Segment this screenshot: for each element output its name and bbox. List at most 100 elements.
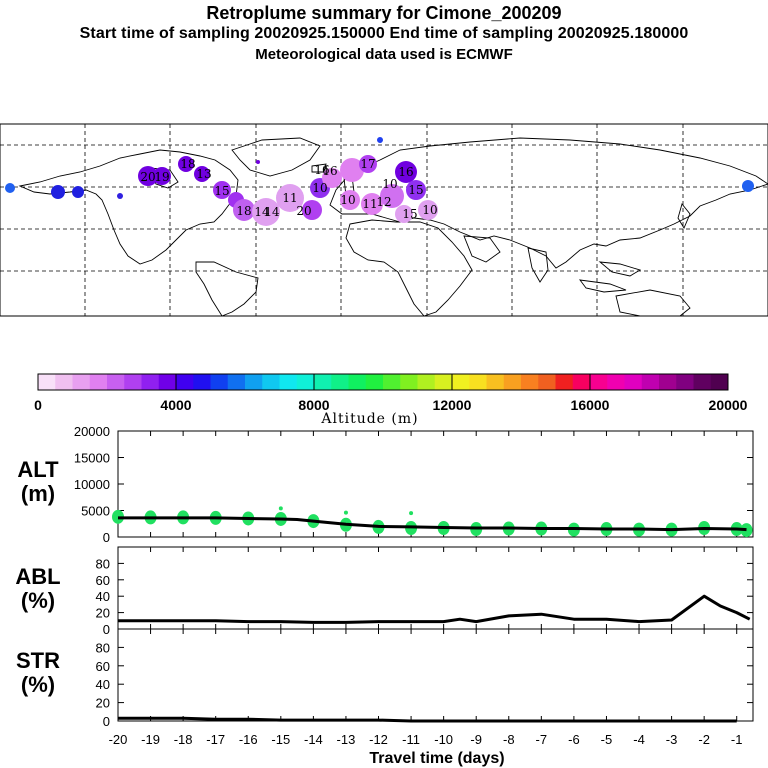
colorbar-swatch (124, 374, 142, 390)
plume-label: 16 (322, 164, 337, 178)
x-tick-label: -6 (568, 732, 580, 747)
plume-label: 12 (376, 195, 391, 209)
colorbar-swatch (262, 374, 280, 390)
x-axis-label: Travel time (days) (369, 750, 504, 767)
plume-label: 16 (398, 165, 413, 179)
colorbar-swatch (538, 374, 556, 390)
abl-label: ABL (15, 564, 60, 589)
str-panel: 80 60 40 20 0 (96, 628, 754, 729)
colorbar-swatch (158, 374, 177, 390)
colorbar-swatch (193, 374, 211, 390)
plume-label: 18 (236, 204, 251, 218)
x-tick-label: -1 (731, 732, 743, 747)
plume-label: 20 (140, 170, 155, 184)
colorbar-swatch (676, 374, 694, 390)
colorbar-swatch (89, 374, 108, 390)
colorbar-swatch (314, 374, 332, 390)
x-tick-label: -16 (239, 732, 258, 747)
colorbar-swatch (107, 374, 125, 390)
colorbar-swatch (176, 374, 194, 390)
colorbar-swatch (141, 374, 160, 390)
colorbar-swatch (607, 374, 625, 390)
x-tick-label: -13 (337, 732, 356, 747)
colorbar-label: Altitude (m) (320, 411, 418, 427)
colorbar-swatch (521, 374, 539, 390)
plume-label: 10 (422, 203, 437, 217)
plume-label: 18 (180, 157, 195, 171)
panel-labels: ALT (m) ABL (%) STR (%) (15, 457, 60, 697)
plume-label: 14 (264, 205, 280, 219)
plume-label: 10 (382, 177, 397, 191)
x-tick-label: -19 (141, 732, 160, 747)
y-tick-label: 40 (96, 589, 110, 604)
colorbar-swatch (348, 374, 367, 390)
colorbar-swatch (417, 374, 436, 390)
abl-unit: (%) (21, 588, 55, 613)
alt-panel: 20000 15000 10000 5000 0 (74, 424, 754, 545)
x-tick-label: -12 (369, 732, 388, 747)
x-tick-label: -2 (698, 732, 710, 747)
y-tick-label: 80 (96, 640, 110, 655)
colorbar-tick-label: 4000 (160, 397, 191, 413)
colorbar-swatch (555, 374, 574, 390)
x-tick-label: -14 (304, 732, 323, 747)
plume-label: 10 (340, 193, 355, 207)
colorbar-swatch (210, 374, 229, 390)
colorbar-swatch (279, 374, 298, 390)
colorbar-swatch (590, 374, 608, 390)
colorbar-swatch (72, 374, 91, 390)
colorbar-swatch (693, 374, 712, 390)
x-tick-label: -9 (470, 732, 482, 747)
colorbar-swatch (469, 374, 487, 390)
y-tick-label: 0 (103, 622, 110, 637)
colorbar-swatch (503, 374, 522, 390)
y-tick-label: 20000 (74, 424, 110, 439)
x-tick-label: -20 (109, 732, 128, 747)
colorbar-tick-label: 20000 (709, 397, 748, 413)
colorbar-swatch (452, 374, 470, 390)
plume-label: 11 (362, 197, 377, 211)
colorbar-swatch (245, 374, 263, 390)
y-tick-label: 60 (96, 659, 110, 674)
x-tick-label: -8 (503, 732, 515, 747)
x-tick-label: -4 (633, 732, 645, 747)
altitude-colorbar: 0 4000 8000 12000 16000 20000 Altitude (m) (34, 373, 748, 427)
colorbar-swatch (296, 374, 315, 390)
map-gridlines (0, 124, 768, 316)
alt-scatter-point (278, 506, 283, 511)
series-line (118, 516, 747, 532)
y-tick-label: 0 (103, 530, 110, 545)
series-line (118, 594, 751, 624)
chart-title: Retroplume summary for Cimone_200209 (206, 3, 562, 23)
y-tick-label: 80 (96, 556, 110, 571)
y-tick-label: 20 (96, 696, 110, 711)
y-tick-label: 60 (96, 573, 110, 588)
alt-unit: (m) (21, 481, 55, 506)
plume-label: 19 (154, 170, 169, 184)
sampling-times: Start time of sampling 20020925.150000 E… (79, 25, 689, 42)
x-tick-label: -18 (174, 732, 193, 747)
str-unit: (%) (21, 672, 55, 697)
colorbar-swatch (38, 374, 56, 390)
plume-clusters (5, 137, 754, 226)
colorbar-swatch (659, 374, 677, 390)
plume-label: 15 (214, 184, 229, 198)
plume-label: 11 (282, 191, 297, 205)
colorbar-swatch (624, 374, 643, 390)
x-tick-label: -5 (601, 732, 613, 747)
colorbar-swatch (227, 374, 246, 390)
panel-frame (117, 628, 754, 722)
colorbar-swatch (486, 374, 505, 390)
x-tick-label: -11 (402, 732, 420, 747)
y-tick-label: 20 (96, 606, 110, 621)
colorbar-swatch (434, 374, 453, 390)
colorbar-tick-label: 0 (34, 397, 42, 413)
y-tick-label: 0 (103, 714, 110, 729)
x-axis: -20 -19 -18 -17 -16 -15 -14 -13 -12 -11 -10 -9 -8 -7 -… (109, 732, 743, 747)
plume-label: 14 (254, 205, 270, 219)
met-data-note: Meteorological data used is ECMWF (255, 46, 513, 63)
alt-scatter-point (740, 523, 753, 538)
colorbar-swatch (55, 374, 73, 390)
colorbar-swatch (365, 374, 384, 390)
